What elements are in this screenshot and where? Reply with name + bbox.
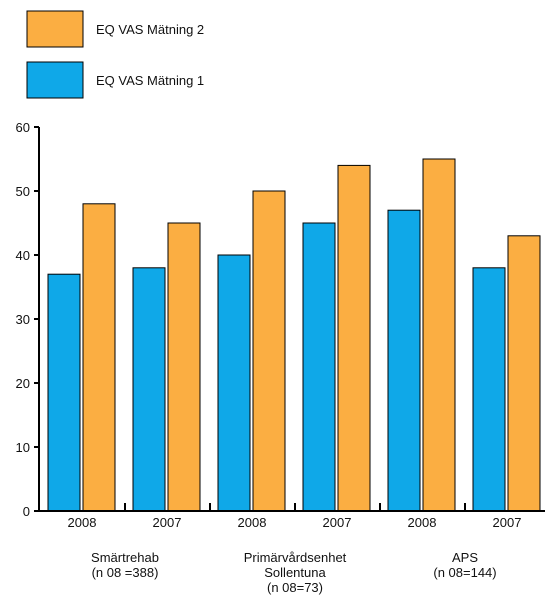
x-tick-label-5: 2008 bbox=[408, 515, 437, 530]
y-tick-label-0: 0 bbox=[23, 504, 30, 519]
group-label-1-line-1: Smärtrehab bbox=[91, 550, 159, 565]
bar-series2-2 bbox=[167, 222, 201, 512]
y-tick-label-4: 40 bbox=[16, 248, 30, 263]
x-tick-label-6: 2007 bbox=[493, 515, 522, 530]
bar-series1-5 bbox=[387, 209, 421, 512]
legend-label-1: EQ VAS Mätning 1 bbox=[96, 73, 204, 88]
y-tick-label-1: 10 bbox=[16, 440, 30, 455]
bar-series1-3 bbox=[217, 254, 251, 512]
bar-series2-5 bbox=[422, 158, 456, 512]
y-tick-label-6: 60 bbox=[16, 120, 30, 135]
legend-swatch-2 bbox=[26, 10, 84, 48]
group-label-2-line-3: (n 08=73) bbox=[267, 580, 323, 595]
y-tick-label-3: 30 bbox=[16, 312, 30, 327]
bar-series1-4 bbox=[302, 222, 336, 512]
x-tick-label-1: 2008 bbox=[68, 515, 97, 530]
bar-series2-6 bbox=[507, 235, 541, 512]
legend: EQ VAS Mätning 2 EQ VAS Mätning 1 bbox=[26, 10, 204, 99]
y-tick-label-2: 20 bbox=[16, 376, 30, 391]
x-tick-label-2: 2007 bbox=[153, 515, 182, 530]
group-label-2-line-1: Primärvårdsenhet bbox=[244, 550, 347, 565]
group-label-3-line-2: (n 08=144) bbox=[433, 565, 496, 580]
bars bbox=[47, 158, 541, 512]
bar-series2-4 bbox=[337, 164, 371, 512]
bar-series1-2 bbox=[132, 267, 166, 512]
group-label-3-line-1: APS bbox=[452, 550, 478, 565]
bar-series2-1 bbox=[82, 203, 116, 512]
legend-label-2: EQ VAS Mätning 2 bbox=[96, 22, 204, 37]
axes bbox=[34, 126, 545, 512]
bar-series2-3 bbox=[252, 190, 286, 512]
x-tick-label-4: 2007 bbox=[323, 515, 352, 530]
group-label-1-line-2: (n 08 =388) bbox=[92, 565, 159, 580]
axis-labels: 0 10 20 30 40 50 60 2008 2007 2008 2007 2008 2007 Smä… bbox=[16, 120, 522, 595]
y-tick-label-5: 50 bbox=[16, 184, 30, 199]
x-tick-label-3: 2008 bbox=[238, 515, 267, 530]
bar-series1-1 bbox=[47, 273, 81, 512]
bar-series1-6 bbox=[472, 267, 506, 512]
legend-swatch-1 bbox=[26, 61, 84, 99]
group-label-2-line-2: Sollentuna bbox=[264, 565, 326, 580]
